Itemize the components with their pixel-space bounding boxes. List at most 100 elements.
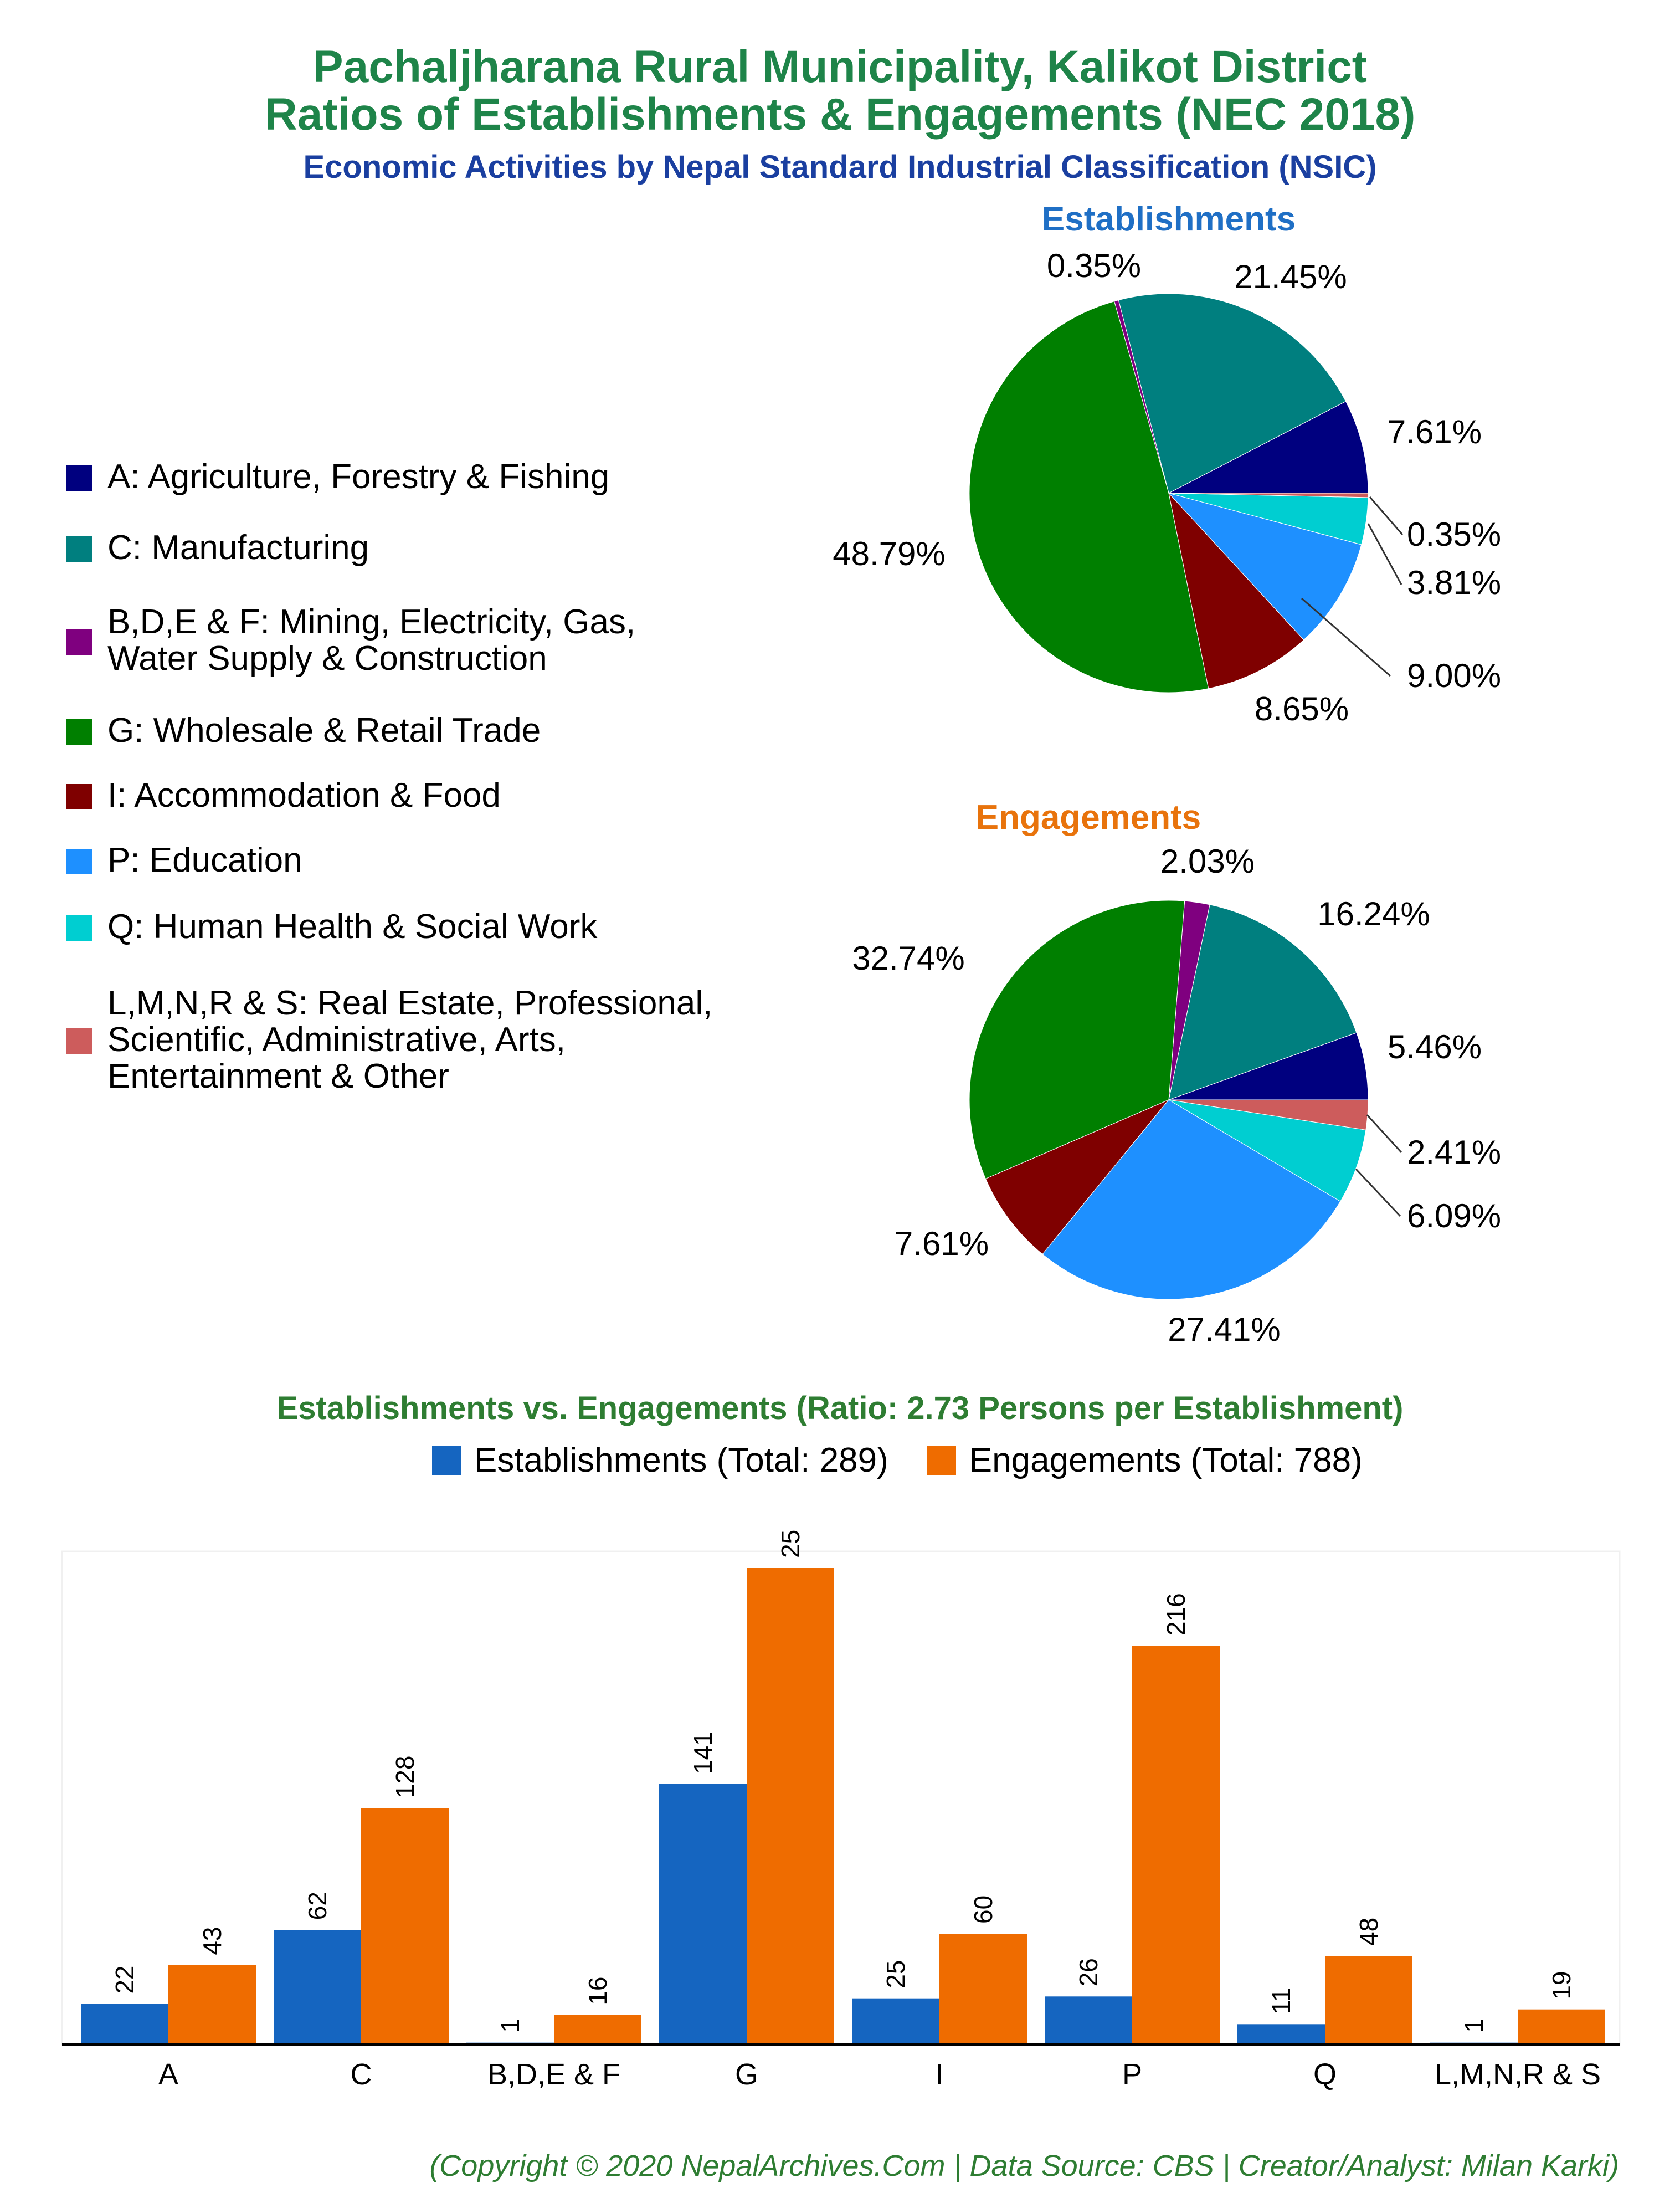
pie-label-b-d-e-f: 2.03% <box>1160 843 1255 880</box>
legend-label: I: Accommodation & Food <box>107 776 501 814</box>
bar-establishments-a <box>81 2004 168 2045</box>
bar-layer: 22 43 A 62 128 C 1 16 B,D,E & F 141 258 G 25 60 I 26 216… <box>62 1529 1620 2091</box>
bar-chart: 22 43 A 62 128 C 1 16 B,D,E & F 141 258 G 25 60 I 26 216… <box>61 1529 1621 2091</box>
pie-label-p: 27.41% <box>1168 1311 1281 1348</box>
pie-leader-line <box>1367 523 1402 585</box>
bar-legend-label-engagements: Engagements (Total: 788) <box>969 1441 1363 1479</box>
pie-leader-line <box>1301 597 1391 677</box>
legend-swatch <box>66 1028 92 1054</box>
pie-slice-a <box>1168 401 1369 494</box>
bar-value-label: 11 <box>1267 1988 1296 2015</box>
pie-slice-c <box>1118 293 1347 494</box>
pie-leader-line <box>1369 496 1404 535</box>
x-tick-label-g: G <box>735 2058 758 2091</box>
bar-legend-swatch-engagements <box>927 1446 956 1475</box>
bar-value-label: 19 <box>1547 1971 1576 1999</box>
bar-establishments-i <box>852 1998 939 2045</box>
legend-swatch <box>66 784 92 809</box>
pie-label-g: 48.79% <box>833 535 946 572</box>
bar-engagements-g <box>747 1568 834 2045</box>
pie-label-q: 3.81% <box>1407 564 1501 601</box>
pie-label-b-d-e-f: 0.35% <box>1047 247 1141 284</box>
pie-label-i: 7.61% <box>895 1225 989 1262</box>
bar-value-label: 141 <box>689 1731 717 1774</box>
engagements-pie-title: Engagements <box>975 798 1201 837</box>
legend-item-mining-construction: B,D,E & F: Mining, Electricity, Gas, Wat… <box>66 604 635 677</box>
legend-swatch <box>66 849 92 874</box>
legend: A: Agriculture, Forestry & Fishing C: Ma… <box>0 0 831 1164</box>
bar-value-label: 1 <box>1460 2018 1488 2033</box>
pie-slice-p <box>1042 1099 1341 1300</box>
bar-value-label: 1 <box>496 2018 525 2033</box>
legend-item-health: Q: Human Health & Social Work <box>66 909 597 945</box>
bar-value-label: 26 <box>1074 1958 1103 1986</box>
bar-value-label: 48 <box>1354 1918 1383 1946</box>
legend-label: Q: Human Health & Social Work <box>107 908 598 946</box>
pie-slice-l-m-n-r-s <box>1168 493 1369 498</box>
pie-label-a: 7.61% <box>1388 413 1482 450</box>
legend-item-education: P: Education <box>66 842 302 879</box>
pie-slice-q <box>1168 1099 1366 1202</box>
x-tick-label-a: A <box>158 2058 178 2091</box>
bar-value-label: 22 <box>110 1965 139 1994</box>
pie-label-p: 9.00% <box>1407 657 1501 694</box>
engagements-pie: 5.46% 16.24% 2.03% 32.74% 7.61% 27.41% 6.09% 2.… <box>852 843 1501 1348</box>
pie-label-c: 21.45% <box>1234 258 1347 295</box>
pie-label-g: 32.74% <box>852 940 965 977</box>
legend-swatch <box>66 536 92 562</box>
footer-credit: (Copyright © 2020 NepalArchives.Com | Da… <box>429 2149 1619 2182</box>
pie-slice-c <box>1168 904 1357 1100</box>
bar-legend: Establishments (Total: 289) Engagements … <box>432 1441 1363 1480</box>
pie-slice-g <box>969 900 1185 1180</box>
legend-label: A: Agriculture, Forestry & Fishing <box>107 458 610 496</box>
page-title-line2: Ratios of Establishments & Engagements (… <box>264 89 1416 140</box>
legend-label: P: Education <box>107 841 302 879</box>
bar-value-label: 25 <box>881 1960 910 1988</box>
pie-charts: 7.61% 21.45% 0.35% 48.79% 8.65% 9.00% 3.81% 0.3… <box>833 247 1501 1348</box>
establishments-pie: 7.61% 21.45% 0.35% 48.79% 8.65% 9.00% 3.81% 0.3… <box>833 247 1501 727</box>
pie-label-c: 16.24% <box>1317 895 1430 932</box>
legend-item-accommodation: I: Accommodation & Food <box>66 777 501 814</box>
pie-slice-i <box>985 1099 1169 1255</box>
bar-legend-swatch-establishments <box>432 1446 461 1475</box>
legend-item-trade: G: Wholesale & Retail Trade <box>66 713 541 749</box>
legend-item-other-services: L,M,N,R & S: Real Estate, Professional, … <box>66 985 712 1095</box>
legend-swatch <box>66 719 92 745</box>
legend-label: G: Wholesale & Retail Trade <box>107 711 541 750</box>
legend-swatch <box>66 915 92 941</box>
legend-label: L,M,N,R & S: Real Estate, Professional, … <box>107 984 713 1095</box>
x-tick-label-q: Q <box>1313 2058 1337 2091</box>
pie-label-q: 6.09% <box>1407 1197 1501 1234</box>
bar-establishments-q <box>1237 2024 1325 2045</box>
bar-value-label: 258 <box>776 1529 805 1558</box>
x-tick-label-p: P <box>1122 2058 1142 2091</box>
pie-label-a: 5.46% <box>1388 1028 1482 1065</box>
bar-value-label: 43 <box>198 1926 227 1955</box>
bar-engagements-q <box>1325 1956 1412 2045</box>
legend-label: B,D,E & F: Mining, Electricity, Gas, Wat… <box>107 603 636 678</box>
bar-chart-title: Establishments vs. Engagements (Ratio: 2… <box>276 1390 1404 1426</box>
legend-swatch <box>66 629 92 655</box>
bar-value-label: 216 <box>1162 1593 1190 1636</box>
bar-engagements-p <box>1132 1646 1220 2045</box>
pie-label-i: 8.65% <box>1255 690 1349 727</box>
x-tick-label-c: C <box>351 2058 372 2091</box>
pie-leader-line <box>1366 1114 1402 1154</box>
pie-label-l-m-n-r-s: 0.35% <box>1407 516 1501 553</box>
bar-establishments-c <box>274 1930 361 2045</box>
pie-label-l-m-n-r-s: 2.41% <box>1407 1134 1501 1171</box>
bar-establishments-p <box>1045 1996 1132 2045</box>
bar-engagements-c <box>361 1808 449 2045</box>
bar-engagements-l-m-n-r-s <box>1518 2009 1605 2045</box>
bar-establishments-g <box>659 1784 747 2045</box>
page-subtitle: Economic Activities by Nepal Standard In… <box>303 149 1377 185</box>
bar-engagements-a <box>168 1965 256 2045</box>
bar-value-label: 60 <box>969 1895 998 1924</box>
bar-value-label: 16 <box>583 1976 612 2005</box>
pie-slice-p <box>1168 493 1362 641</box>
legend-item-agriculture: A: Agriculture, Forestry & Fishing <box>66 459 609 495</box>
x-tick-label-l-m-n-r-s: L,M,N,R & S <box>1435 2058 1601 2091</box>
legend-swatch <box>66 465 92 491</box>
bar-value-label: 62 <box>303 1892 332 1920</box>
